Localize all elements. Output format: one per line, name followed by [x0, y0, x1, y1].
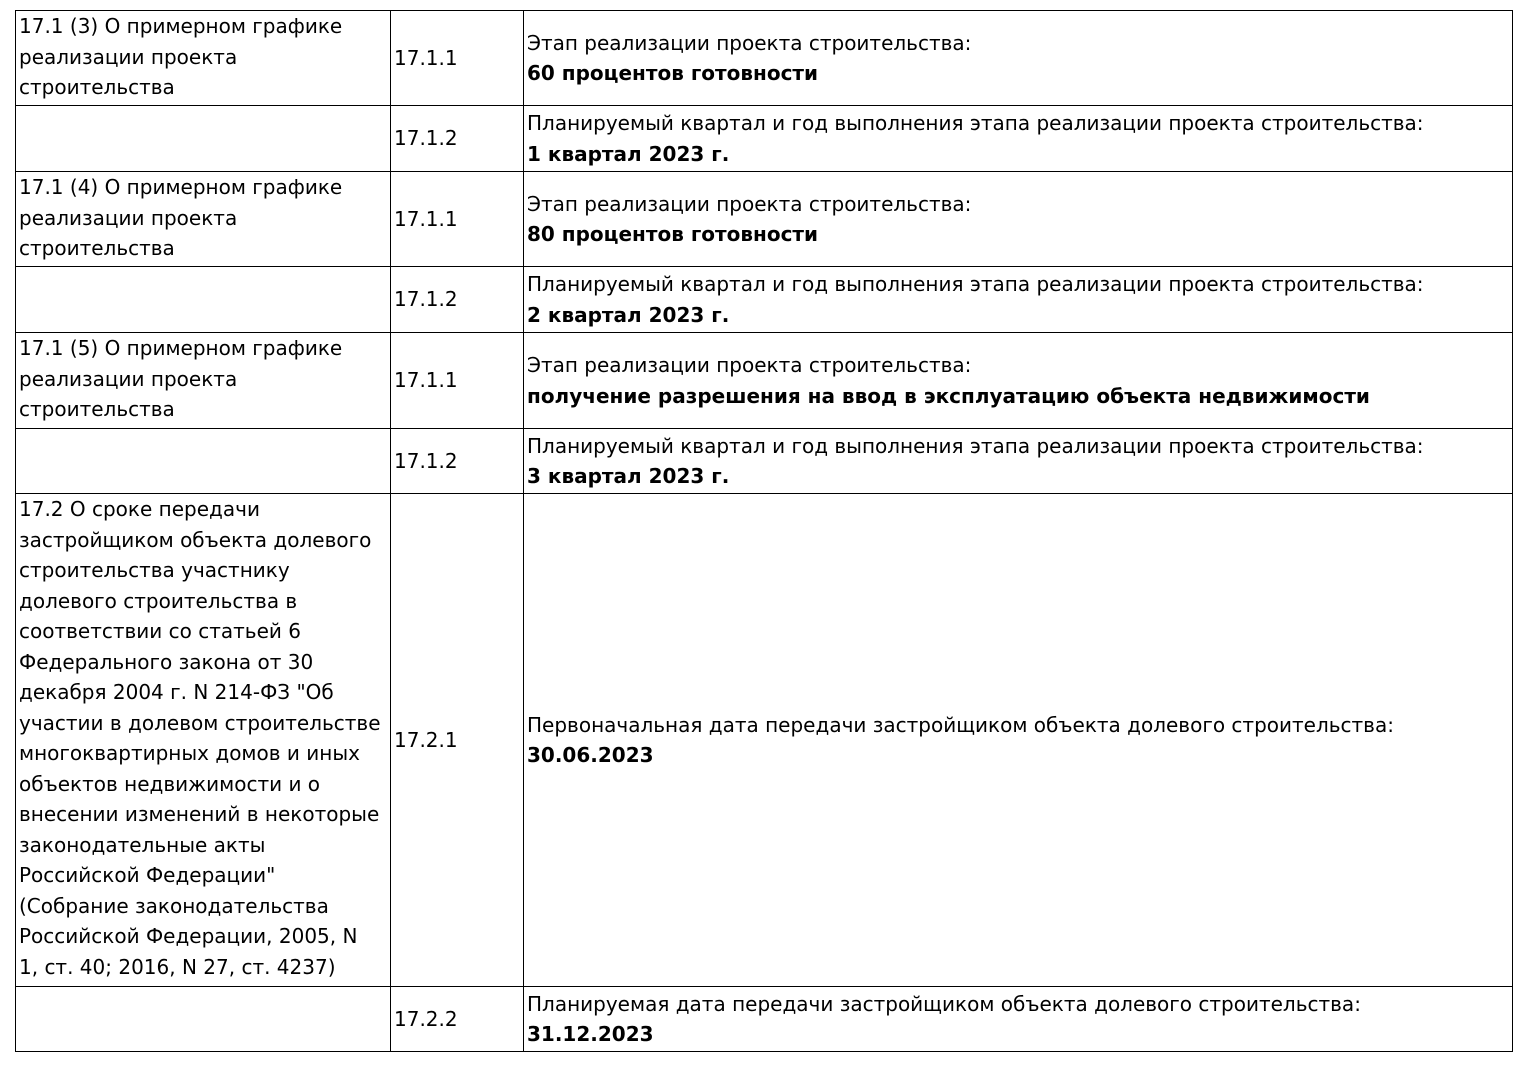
field-value: 80 процентов готовности	[527, 222, 819, 246]
field-value: получение разрешения на ввод в эксплуата…	[527, 383, 1370, 408]
code-cell: 17.2.1	[390, 493, 524, 987]
value-cell: Планируемый квартал и год выполнения эта…	[523, 266, 1513, 333]
table-row: 17.2.2 Планируемая дата передачи застрой…	[15, 986, 1513, 1052]
field-label: Первоначальная дата передачи застройщико…	[527, 712, 1394, 737]
disclosure-table: 17.1 (3) О примерном графике реализации …	[15, 10, 1513, 1052]
value-cell: Этап реализации проекта строительства: 80…	[523, 171, 1513, 267]
field-label: Этап реализации проекта строительства:	[527, 353, 972, 377]
section-cell	[15, 986, 391, 1052]
field-value: 31.12.2023	[527, 1022, 654, 1046]
field-value: 60 процентов готовности	[527, 61, 819, 85]
table-row: 17.1.2 Планируемый квартал и год выполне…	[15, 266, 1513, 333]
field-label: Планируемый квартал и год выполнения эта…	[527, 111, 1424, 135]
field-value: 1 квартал 2023 г.	[527, 141, 730, 166]
field-value: 30.06.2023	[527, 743, 654, 767]
code-cell: 17.1.1	[390, 332, 524, 429]
section-cell	[15, 105, 391, 172]
section-cell: 17.1 (3) О примерном графике реализации …	[15, 10, 391, 106]
value-cell: Этап реализации проекта строительства: по…	[523, 332, 1513, 429]
table-row: 17.1 (3) О примерном графике реализации …	[15, 10, 1513, 106]
field-value: 2 квартал 2023 г.	[527, 302, 730, 327]
field-label: Планируемый квартал и год выполнения эта…	[527, 433, 1424, 458]
code-cell: 17.1.2	[390, 105, 524, 172]
field-label: Этап реализации проекта строительства:	[527, 30, 972, 55]
section-cell	[15, 428, 391, 494]
field-label: Планируемый квартал и год выполнения эта…	[527, 272, 1424, 296]
section-cell	[15, 266, 391, 333]
section-cell: 17.1 (4) О примерном графике реализации …	[15, 171, 391, 267]
table-row: 17.2 О сроке передачи застройщиком объек…	[15, 493, 1513, 987]
value-cell: Планируемая дата передачи застройщиком о…	[523, 986, 1513, 1052]
table-row: 17.1.2 Планируемый квартал и год выполне…	[15, 105, 1513, 172]
table-row: 17.1.2 Планируемый квартал и год выполне…	[15, 428, 1513, 494]
table-row: 17.1 (4) О примерном графике реализации …	[15, 171, 1513, 267]
section-cell: 17.2 О сроке передачи застройщиком объек…	[15, 493, 391, 987]
field-label: Планируемая дата передачи застройщиком о…	[527, 991, 1361, 1016]
field-value: 3 квартал 2023 г.	[527, 464, 730, 488]
value-cell: Этап реализации проекта строительства: 60…	[523, 10, 1513, 106]
value-cell: Первоначальная дата передачи застройщико…	[523, 493, 1513, 987]
value-cell: Планируемый квартал и год выполнения эта…	[523, 428, 1513, 494]
field-label: Этап реализации проекта строительства:	[527, 191, 972, 216]
section-cell: 17.1 (5) О примерном графике реализации …	[15, 332, 391, 429]
code-cell: 17.1.1	[390, 171, 524, 267]
code-cell: 17.1.2	[390, 428, 524, 494]
code-cell: 17.1.2	[390, 266, 524, 333]
value-cell: Планируемый квартал и год выполнения эта…	[523, 105, 1513, 172]
code-cell: 17.1.1	[390, 10, 524, 106]
code-cell: 17.2.2	[390, 986, 524, 1052]
table-row: 17.1 (5) О примерном графике реализации …	[15, 332, 1513, 429]
